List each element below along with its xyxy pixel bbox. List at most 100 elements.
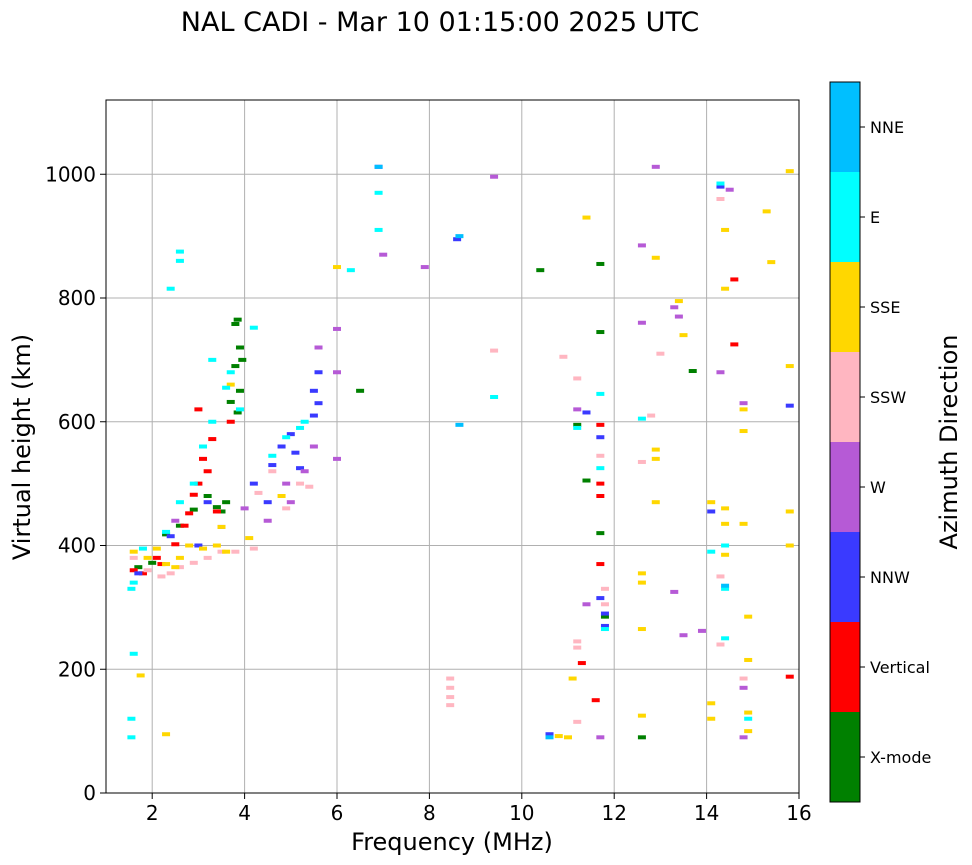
data-point-w	[333, 370, 341, 375]
data-point-sse	[744, 710, 753, 715]
data-point-sse	[651, 447, 660, 452]
data-point-ssw	[296, 481, 305, 486]
data-point-ssw	[305, 484, 314, 489]
data-point-w	[674, 314, 683, 319]
data-point-sse	[199, 546, 208, 551]
data-point-w	[637, 243, 646, 248]
data-point-e	[208, 419, 217, 424]
data-point-x-mode	[226, 399, 235, 404]
data-point-x-mode	[238, 357, 247, 362]
colorbar-segment-vertical	[830, 622, 860, 712]
data-point-vertical	[189, 492, 198, 497]
data-point-sse	[637, 580, 646, 585]
data-point-ssw	[739, 676, 748, 681]
data-point-w	[596, 735, 605, 740]
data-point-w	[637, 320, 646, 325]
data-point-e	[127, 735, 136, 740]
data-point-e	[596, 391, 605, 396]
data-point-sse	[744, 729, 753, 734]
data-point-e	[637, 416, 646, 421]
data-point-sse	[129, 549, 138, 554]
data-point-vertical	[185, 511, 194, 516]
data-point-sse	[721, 506, 730, 511]
data-point-w	[651, 164, 660, 169]
data-point-e	[600, 627, 609, 632]
data-point-sse	[171, 565, 180, 570]
colorbar-label: Azimuth Direction	[935, 335, 963, 550]
data-point-nnw	[296, 466, 305, 471]
data-point-ssw	[656, 351, 665, 356]
data-point-sse	[152, 546, 161, 551]
data-point-vertical	[785, 674, 794, 679]
data-point-sse	[175, 555, 184, 560]
data-point-nnw	[314, 401, 323, 406]
data-point-nnw	[309, 388, 318, 393]
data-point-w	[240, 506, 249, 511]
data-point-nnw	[291, 450, 300, 455]
data-point-sse	[721, 286, 730, 291]
data-point-ssw	[716, 197, 725, 201]
data-point-ssw	[716, 574, 725, 579]
data-point-vertical	[596, 562, 605, 567]
data-point-w	[379, 252, 388, 257]
data-point-nnw	[194, 543, 203, 548]
data-point-ssw	[175, 565, 184, 570]
data-point-ssw	[166, 571, 175, 576]
data-point-sse	[212, 543, 221, 548]
data-point-ssw	[249, 546, 258, 551]
data-point-ssw	[573, 645, 582, 650]
data-point-ssw	[143, 568, 152, 573]
data-point-sse	[739, 521, 748, 526]
colorbar-segment-e	[830, 172, 860, 262]
data-point-x-mode	[596, 261, 605, 266]
colorbar-tick-label: NNE	[870, 118, 904, 137]
data-point-e	[374, 227, 383, 232]
data-point-ssw	[637, 459, 646, 464]
data-point-ssw	[716, 642, 725, 647]
data-point-ssw	[254, 490, 263, 495]
data-point-sse	[637, 627, 646, 632]
data-point-x-mode	[231, 364, 240, 369]
data-point-x-mode	[231, 321, 240, 326]
x-axis-label: Frequency (MHz)	[351, 828, 553, 856]
data-point-ssw	[490, 348, 499, 353]
data-point-ssw	[573, 639, 582, 644]
data-point-vertical	[157, 562, 166, 567]
data-point-nne	[374, 164, 383, 169]
data-point-nnw	[166, 534, 175, 539]
data-point-e	[374, 190, 383, 195]
colorbar-segment-nne	[830, 82, 860, 172]
data-point-w	[333, 326, 341, 331]
data-point-x-mode	[596, 330, 605, 335]
data-point-vertical	[577, 661, 586, 666]
data-point-w	[420, 265, 429, 270]
data-point-ssw	[446, 685, 455, 690]
data-point-w	[725, 187, 734, 192]
x-tick-label: 12	[601, 801, 626, 825]
data-point-ssw	[231, 549, 240, 554]
data-point-e	[744, 716, 753, 721]
data-point-sse	[739, 429, 748, 434]
data-point-sse	[744, 657, 753, 662]
data-point-e	[300, 419, 309, 424]
data-point-x-mode	[582, 478, 591, 483]
y-axis-ticks: 0 200 400 600 800 1000	[45, 162, 106, 805]
data-point-nnw	[545, 732, 554, 737]
data-point-e	[596, 466, 605, 471]
data-point-sse	[651, 456, 660, 461]
data-point-x-mode	[596, 531, 605, 536]
data-point-e	[282, 435, 291, 440]
data-point-sse	[707, 701, 716, 706]
data-point-e	[189, 481, 198, 486]
data-point-sse	[245, 536, 254, 541]
data-point-ssw	[189, 560, 198, 565]
data-point-vertical	[226, 419, 235, 424]
colorbar-tick-label: Vertical	[870, 658, 930, 677]
data-point-e	[222, 385, 231, 390]
data-point-e	[175, 500, 184, 505]
data-point-sse	[707, 716, 716, 721]
data-point-nnw	[716, 184, 725, 189]
data-point-sse	[162, 732, 171, 737]
data-point-sse	[744, 614, 753, 619]
y-axis-label: Virtual height (km)	[8, 334, 36, 560]
